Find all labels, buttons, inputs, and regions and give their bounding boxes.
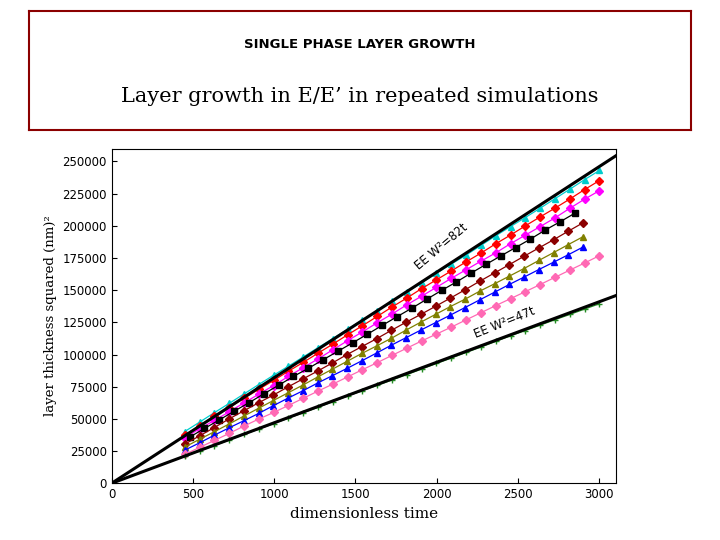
- Text: SINGLE PHASE LAYER GROWTH: SINGLE PHASE LAYER GROWTH: [244, 38, 476, 51]
- Y-axis label: layer thickness squared (nm)²: layer thickness squared (nm)²: [44, 215, 57, 416]
- X-axis label: dimensionless time: dimensionless time: [289, 507, 438, 521]
- Text: EE W²=47t: EE W²=47t: [472, 305, 537, 341]
- Text: EE W²=82t: EE W²=82t: [412, 221, 470, 272]
- Text: Layer growth in E/E’ in repeated simulations: Layer growth in E/E’ in repeated simulat…: [121, 87, 599, 106]
